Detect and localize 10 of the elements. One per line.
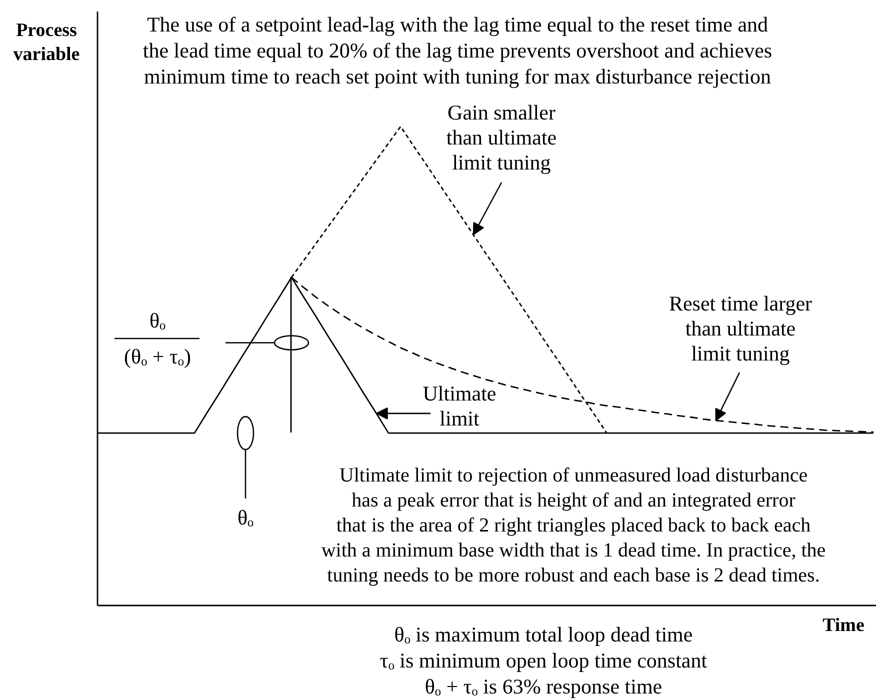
text: Reset time larger than ultimate limit tuning: [668, 292, 812, 366]
text: θₒ is maximum total loop dead time τₒ is minimum open loop time constant θₒ + τₒ is 63% response time: [380, 622, 708, 698]
x-axis-title: Time: [822, 615, 864, 636]
series-label: Gain smaller than ultimate limit tuning: [446, 100, 557, 174]
annotation: Ultimate limit to rejection of unmeasured load disturbance has a peak error that is height of and an integrated error that is the area of 2 right triangles placed back to back each with a minimum base width that is 1 dead time. In practice, the tuning needs to be more robust and each base is 2 dead times.: [321, 464, 826, 586]
annotation: θₒ: [237, 506, 254, 530]
annotation: θₒ (θₒ + τₒ): [124, 308, 191, 368]
chart-title: The use of a setpoint lead-lag with the lag time equal to the reset time and the lead time equal to 20% of the lag time prevents overshoot and achieves minimum time to reach set point with tuning for max disturbance rejection: [142, 12, 772, 88]
legend-label: Ultimate limit: [422, 382, 496, 430]
y-axis-title: Process variable: [13, 20, 80, 65]
